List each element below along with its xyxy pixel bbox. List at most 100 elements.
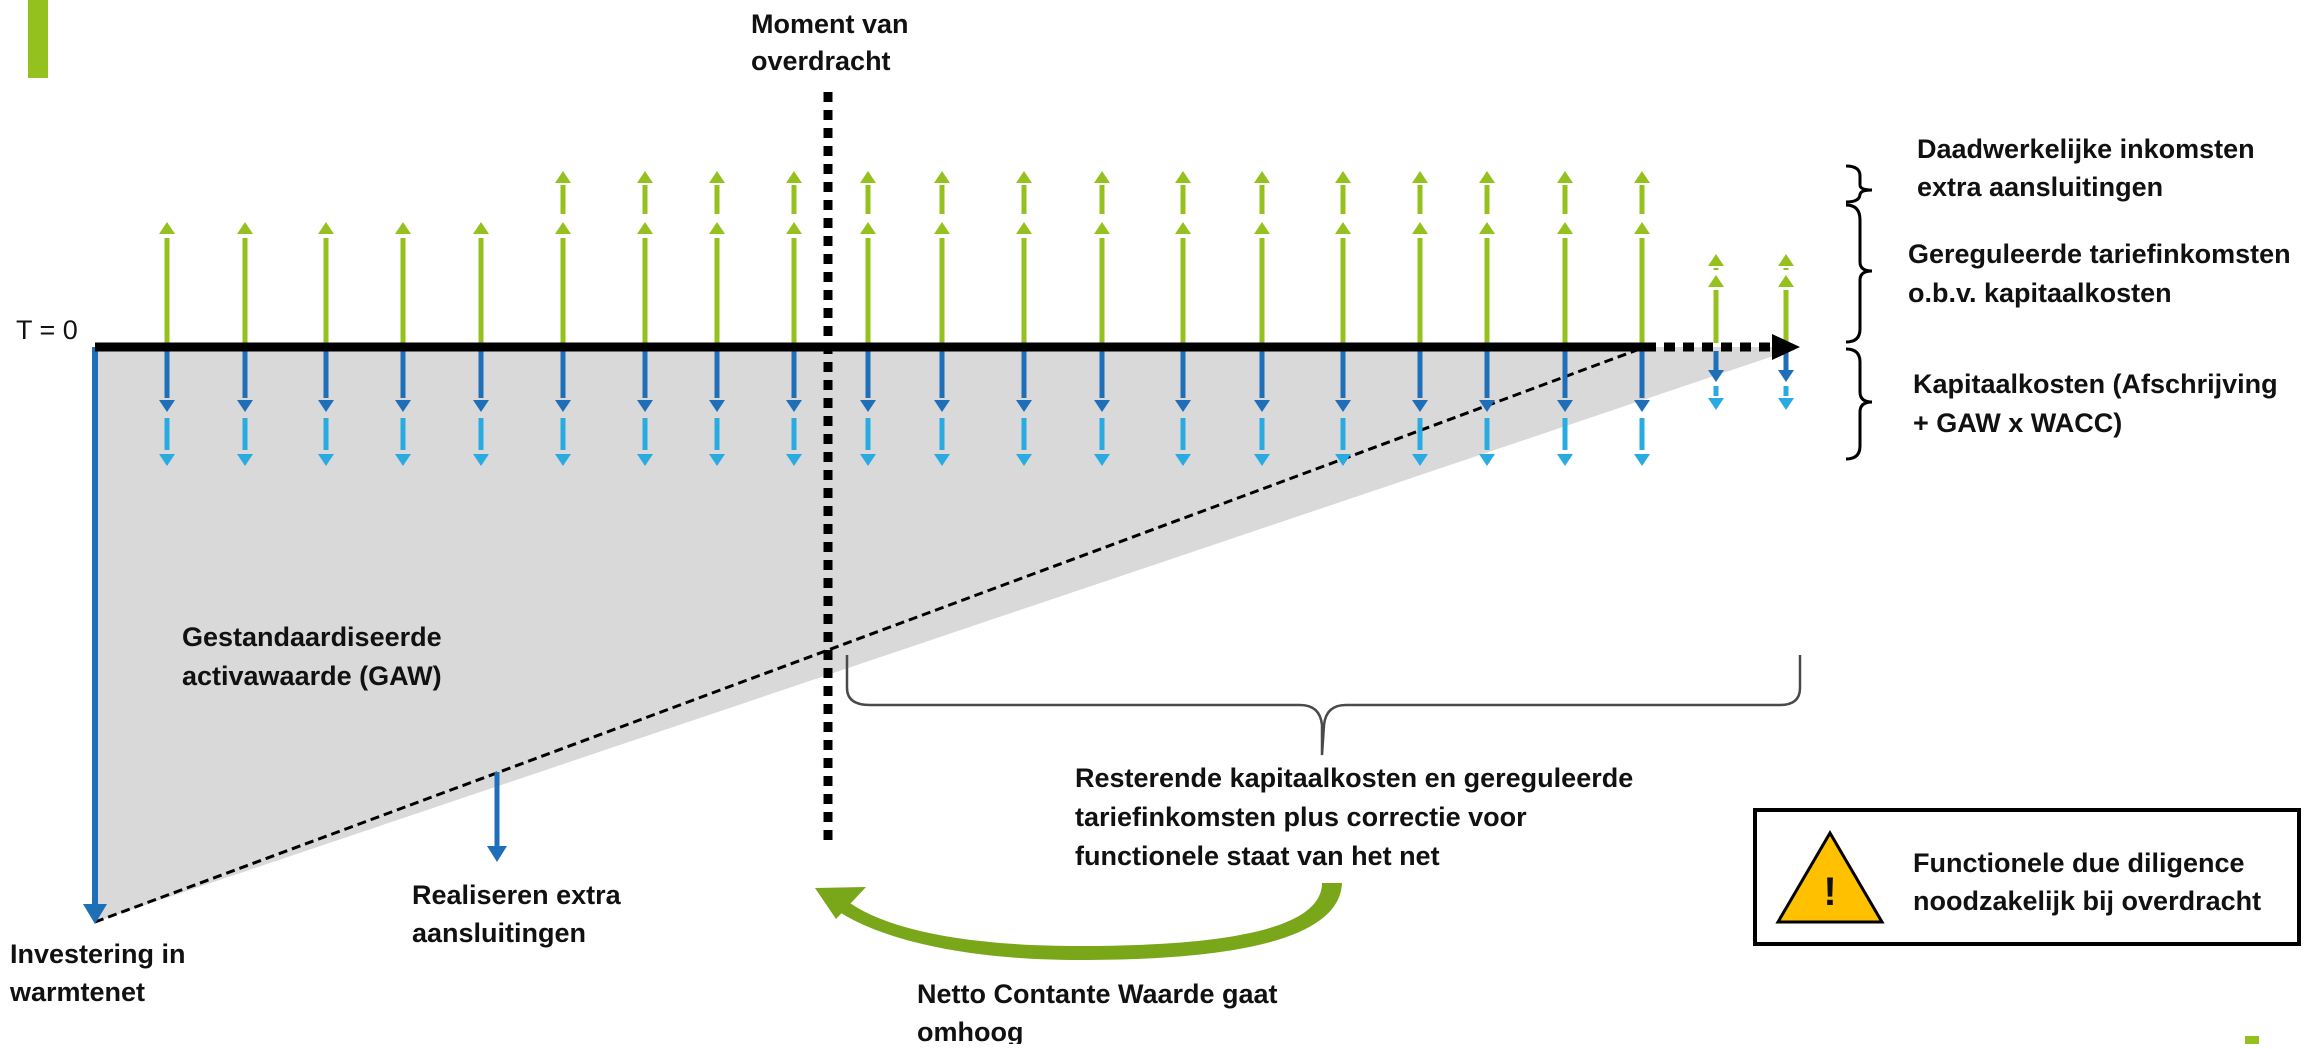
depreciation-cost-arrow-head (1016, 400, 1032, 412)
actual-income-arrow-head (1335, 171, 1351, 183)
npv-label-line2: omhoog (917, 1017, 1023, 1044)
investment-label-line2: warmtenet (9, 977, 145, 1007)
actual-income-arrow-head (1254, 171, 1270, 183)
capital-return-arrow-head (786, 454, 802, 466)
legend-regulated-line1: Gereguleerde tariefinkomsten (1908, 239, 2291, 269)
actual-income-arrow-head (1175, 171, 1191, 183)
corner-accent-top (28, 0, 48, 78)
capital-return-arrow-head (637, 454, 653, 466)
regulated-income-arrow-head (934, 222, 950, 234)
actual-income-arrow-head (1557, 171, 1573, 183)
capital-return-arrow-head (1254, 454, 1270, 466)
periodic-arrows (159, 171, 1794, 466)
capital-return-arrow-head (709, 454, 725, 466)
regulated-income-arrow-head (395, 222, 411, 234)
capital-return-arrow-head (1708, 398, 1724, 410)
regulated-income-arrow-head (1254, 222, 1270, 234)
brace-regulated-icon (1845, 203, 1873, 344)
warning-label-line1: Functionele due diligence (1913, 848, 2245, 878)
regulated-income-arrow-head (1094, 222, 1110, 234)
depreciation-cost-arrow-head (555, 400, 571, 412)
depreciation-cost-arrow-head (1778, 370, 1794, 382)
actual-income-arrow-head (1778, 254, 1794, 266)
depreciation-cost-arrow-head (237, 400, 253, 412)
legend-capital-line2: + GAW x WACC) (1913, 408, 2122, 438)
regulated-income-arrow-head (159, 222, 175, 234)
moment-label-line1: Moment van (751, 9, 909, 39)
capital-return-arrow-head (1335, 454, 1351, 466)
time-axis-arrowhead (1772, 334, 1800, 360)
depreciation-cost-arrow-head (637, 400, 653, 412)
depreciation-cost-arrow-head (860, 400, 876, 412)
actual-income-arrow-head (637, 171, 653, 183)
capital-return-arrow-head (860, 454, 876, 466)
regulated-income-arrow-head (1175, 222, 1191, 234)
remaining-label-line3: functionele staat van het net (1075, 841, 1440, 871)
regulated-income-arrow-head (637, 222, 653, 234)
regulated-income-arrow-head (318, 222, 334, 234)
warning-label-line2: noodzakelijk bij overdracht (1913, 886, 2261, 916)
regulated-income-arrow-head (860, 222, 876, 234)
corner-accent-bottom (2245, 1036, 2259, 1044)
capital-return-arrow-head (159, 454, 175, 466)
actual-income-arrow-head (934, 171, 950, 183)
legend-regulated-line2: o.b.v. kapitaalkosten (1908, 278, 2172, 308)
depreciation-cost-arrow-head (1479, 400, 1495, 412)
capital-return-arrow-head (1016, 454, 1032, 466)
actual-income-arrow-head (1708, 254, 1724, 266)
gaw-area (95, 347, 1800, 922)
actual-income-arrow-head (1479, 171, 1495, 183)
regulated-income-arrow-head (1016, 222, 1032, 234)
remaining-label-line2: tariefinkomsten plus correctie voor (1075, 802, 1527, 832)
regulated-income-arrow-head (1778, 275, 1794, 287)
regulated-income-arrow-head (1708, 275, 1724, 287)
extra-connections-label-line1: Realiseren extra (412, 880, 622, 910)
warning-triangle-icon (1775, 830, 1885, 924)
depreciation-cost-arrow-head (1094, 400, 1110, 412)
actual-income-arrow-head (555, 171, 571, 183)
depreciation-cost-arrow-head (1634, 400, 1650, 412)
depreciation-line (94, 345, 1646, 924)
depreciation-cost-arrow-head (709, 400, 725, 412)
depreciation-cost-arrow-head (1254, 400, 1270, 412)
depreciation-cost-arrow-head (1557, 400, 1573, 412)
capital-return-arrow-head (555, 454, 571, 466)
remaining-label-line1: Resterende kapitaalkosten en gereguleerd… (1075, 763, 1633, 793)
capital-return-arrow-head (1634, 454, 1650, 466)
regulated-income-arrow-head (473, 222, 489, 234)
capital-return-arrow-head (237, 454, 253, 466)
depreciation-cost-arrow-head (318, 400, 334, 412)
regulated-income-arrow-head (237, 222, 253, 234)
regulated-income-arrow-head (786, 222, 802, 234)
actual-income-arrow-head (1412, 171, 1428, 183)
npv-label-line1: Netto Contante Waarde gaat (917, 979, 1278, 1009)
depreciation-cost-arrow-head (1412, 400, 1428, 412)
regulated-income-arrow-head (1557, 222, 1573, 234)
warning-symbol: ! (1823, 870, 1836, 914)
brace-actual-icon (1845, 164, 1873, 204)
regulated-income-arrow-head (1479, 222, 1495, 234)
depreciation-cost-arrow-head (159, 400, 175, 412)
capital-return-arrow-head (473, 454, 489, 466)
regulated-income-arrow-head (1412, 222, 1428, 234)
capital-return-arrow-head (395, 454, 411, 466)
curved-arrow-head (815, 887, 866, 919)
depreciation-cost-arrow-head (1708, 370, 1724, 382)
moment-label-line2: overdracht (751, 46, 891, 76)
depreciation-cost-arrow-head (395, 400, 411, 412)
curved-arrow-icon (830, 883, 1342, 960)
capital-return-arrow-head (1175, 454, 1191, 466)
investment-arrow-head (83, 904, 107, 924)
extra-connection-arrow-head (487, 846, 507, 862)
t0-label: T = 0 (16, 315, 78, 345)
capital-return-arrow-head (1479, 454, 1495, 466)
gaw-label-line2: activawaarde (GAW) (182, 661, 442, 691)
actual-income-arrow-head (1634, 171, 1650, 183)
depreciation-cost-arrow-head (1335, 400, 1351, 412)
capital-return-arrow-head (1094, 454, 1110, 466)
capital-return-arrow-head (934, 454, 950, 466)
actual-income-arrow-head (860, 171, 876, 183)
capital-return-arrow-head (318, 454, 334, 466)
